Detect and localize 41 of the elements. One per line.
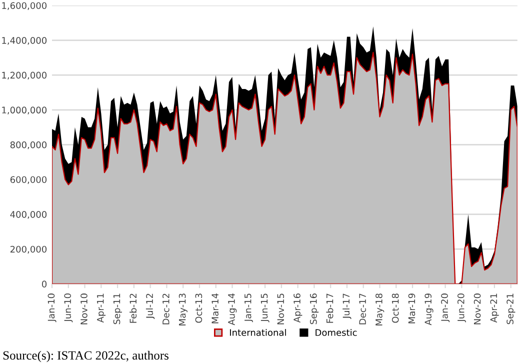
x-tick-label: Jul-17 [342,294,352,320]
x-tick-label: Feb-12 [130,294,137,323]
x-tick-label: Jun-15 [260,294,270,322]
x-tick-label: Mar-14 [212,293,218,324]
x-tick-label: May-18 [376,294,384,326]
legend-label: International [230,328,286,336]
x-tick-label: Apr-11 [97,294,106,323]
x-tick-label: Jan-10 [48,294,56,322]
y-tick-label: 600,000 [10,176,47,184]
x-tick-label: May-13 [178,294,188,326]
y-tick-label: 1,600,000 [2,2,47,10]
y-tick-label: 1,000,000 [2,106,47,114]
x-tick-label: Jan-15 [244,294,253,322]
x-tick-label: Feb-17 [326,294,334,323]
x-tick-label: Nov-15 [277,294,284,324]
x-tick-label: Sep-21 [506,294,516,324]
x-tick-label: Apr-16 [294,294,302,323]
y-tick-label: 1,200,000 [2,72,47,80]
x-tick-label: Aug-14 [228,293,237,326]
x-tick-label: Aug-19 [424,294,434,326]
y-tick-label: 800,000 [10,141,47,150]
x-tick-label: Dec-17 [359,294,366,324]
x-tick-label: Dec-12 [162,294,170,324]
x-tick-label: Jul-12 [146,294,155,320]
x-tick-label: Sep-16 [310,294,319,324]
source-note: Source(s): ISTAC 2022c, authors [3,350,168,362]
x-tick-label: Nov-10 [80,294,88,324]
y-tick-label: 1,400,000 [2,36,47,45]
x-tick-label: Jun-20 [457,294,466,322]
x-tick-label: Nov-20 [474,294,481,324]
x-tick-label: Jan-20 [441,294,450,322]
x-tick-label: Mar-19 [408,294,416,324]
y-tick-label: 400,000 [10,211,47,219]
x-tick-label: Oct-18 [392,294,399,323]
y-tick-label: 200,000 [10,246,47,254]
legend-label: Domestic [316,328,357,336]
x-tick-label: Oct-13 [195,294,202,323]
x-tick-label: Apr-21 [490,294,499,323]
y-tick-label: 0 [42,280,47,288]
x-tick-label: Sep-11 [113,294,122,324]
x-tick-label: Jun-10 [64,294,73,322]
